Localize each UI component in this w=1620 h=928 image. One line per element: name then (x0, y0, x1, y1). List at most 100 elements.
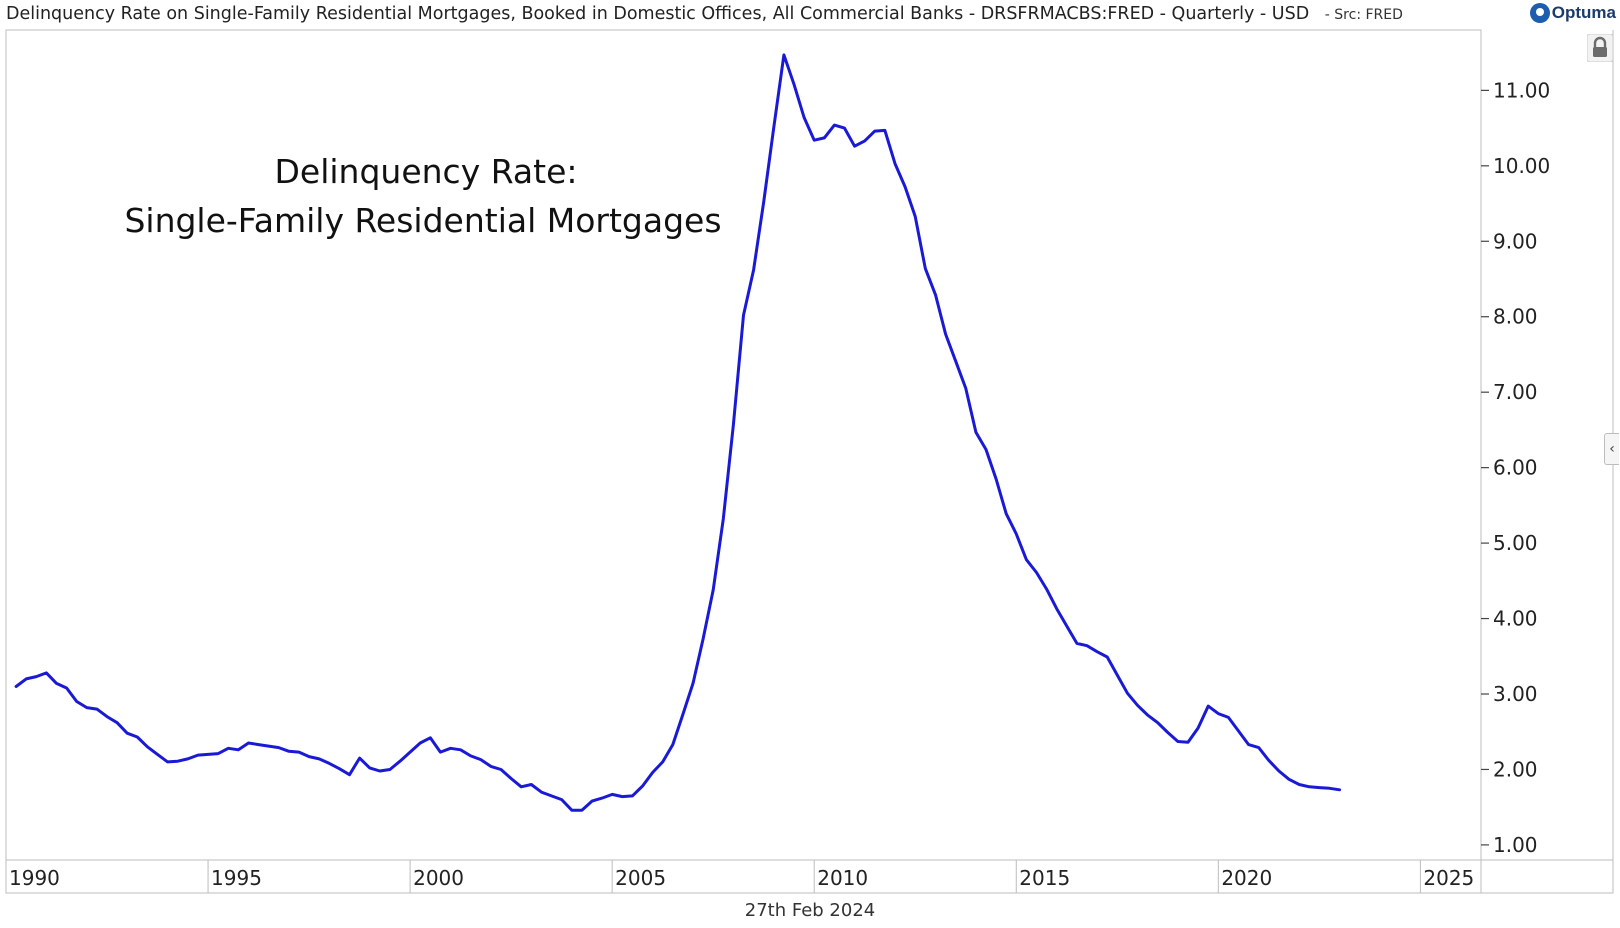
data-point (106, 716, 108, 718)
chart-header: Delinquency Rate on Single-Family Reside… (6, 4, 1406, 30)
data-point (520, 786, 522, 788)
data-point (631, 795, 633, 797)
data-point (793, 83, 795, 85)
data-point (813, 139, 815, 141)
data-point (86, 707, 88, 709)
data-point (66, 687, 68, 689)
data-point (15, 686, 17, 687)
x-tick-label: 2015 (1019, 866, 1070, 890)
data-point (1076, 642, 1078, 644)
data-point (25, 678, 27, 680)
data-point (248, 742, 249, 744)
data-point (702, 638, 704, 640)
data-point (642, 785, 643, 787)
data-point (439, 751, 441, 753)
data-point (935, 294, 936, 296)
data-point (894, 163, 896, 165)
data-point (399, 760, 401, 762)
data-point (823, 137, 825, 139)
data-point (450, 747, 451, 749)
optuma-logo-icon (1529, 3, 1550, 23)
data-point (732, 424, 734, 426)
data-point (1207, 705, 1209, 707)
y-tick-label: 7.00 (1493, 380, 1538, 404)
data-point (1268, 759, 1270, 761)
data-point (672, 744, 674, 746)
data-point (581, 809, 583, 811)
data-point (389, 769, 391, 770)
data-point (96, 708, 98, 710)
data-point (1248, 744, 1250, 746)
plot-area[interactable] (5, 29, 1482, 861)
data-point (773, 126, 775, 128)
data-point (1096, 651, 1098, 653)
lock-icon[interactable] (1587, 34, 1613, 62)
data-point (1056, 608, 1058, 610)
data-point (1197, 727, 1199, 729)
data-point (662, 761, 664, 763)
x-tick-label: 2010 (817, 866, 868, 890)
chart-title: Delinquency Rate on Single-Family Reside… (6, 4, 1310, 24)
data-point (985, 449, 987, 450)
data-point (328, 762, 330, 764)
data-point (692, 682, 694, 684)
data-point (1066, 625, 1068, 627)
x-tick-label: 2000 (413, 866, 464, 890)
data-point (369, 767, 371, 769)
data-point (884, 129, 886, 131)
data-point (1227, 716, 1229, 718)
data-point (1329, 787, 1330, 789)
data-point (975, 431, 977, 433)
data-point (338, 768, 340, 770)
data-point (187, 758, 189, 760)
data-point (652, 772, 654, 773)
data-point (167, 761, 169, 763)
data-point (1339, 789, 1341, 791)
data-point (126, 732, 128, 734)
data-point (116, 722, 118, 724)
x-axis: 1990 1995 2000 2005 2010 2015 2020 2025 (5, 860, 1474, 893)
x-tick-label: 1995 (211, 866, 262, 890)
data-point (803, 117, 805, 118)
data-point (1318, 787, 1320, 789)
data-point (1167, 732, 1169, 733)
data-point (429, 737, 431, 739)
data-point (995, 478, 997, 480)
y-tick-label: 5.00 (1493, 531, 1538, 555)
y-tick-label: 9.00 (1493, 229, 1538, 253)
data-point (591, 800, 593, 802)
data-point (1157, 722, 1159, 724)
data-point (783, 54, 785, 56)
data-point (35, 676, 37, 678)
data-point (1116, 674, 1118, 676)
data-point (914, 215, 916, 217)
data-point (227, 747, 229, 749)
chevron-left-icon[interactable]: ‹ (1604, 433, 1619, 465)
data-point (470, 755, 472, 757)
data-point (510, 778, 512, 779)
data-point (1217, 713, 1219, 715)
y-tick-label: 6.00 (1493, 456, 1538, 480)
data-point (551, 795, 552, 797)
series-line[interactable] (14, 53, 1342, 812)
data-point (874, 130, 876, 132)
x-tick-label: 2025 (1423, 866, 1474, 890)
data-point (268, 745, 270, 747)
data-point (318, 758, 320, 760)
data-point (540, 791, 542, 793)
data-point (1177, 741, 1179, 742)
data-point (945, 333, 947, 335)
data-point (1288, 778, 1290, 780)
y-tick-label: 11.00 (1493, 78, 1550, 102)
data-point (1258, 747, 1260, 749)
data-point (288, 750, 290, 752)
data-point (136, 736, 138, 738)
data-point (146, 746, 148, 748)
data-point (1036, 572, 1037, 573)
data-point (763, 201, 765, 203)
data-point (197, 754, 199, 756)
data-point (833, 124, 835, 126)
annotation-line-1: Delinquency Rate: (275, 152, 578, 191)
data-point (611, 793, 613, 795)
